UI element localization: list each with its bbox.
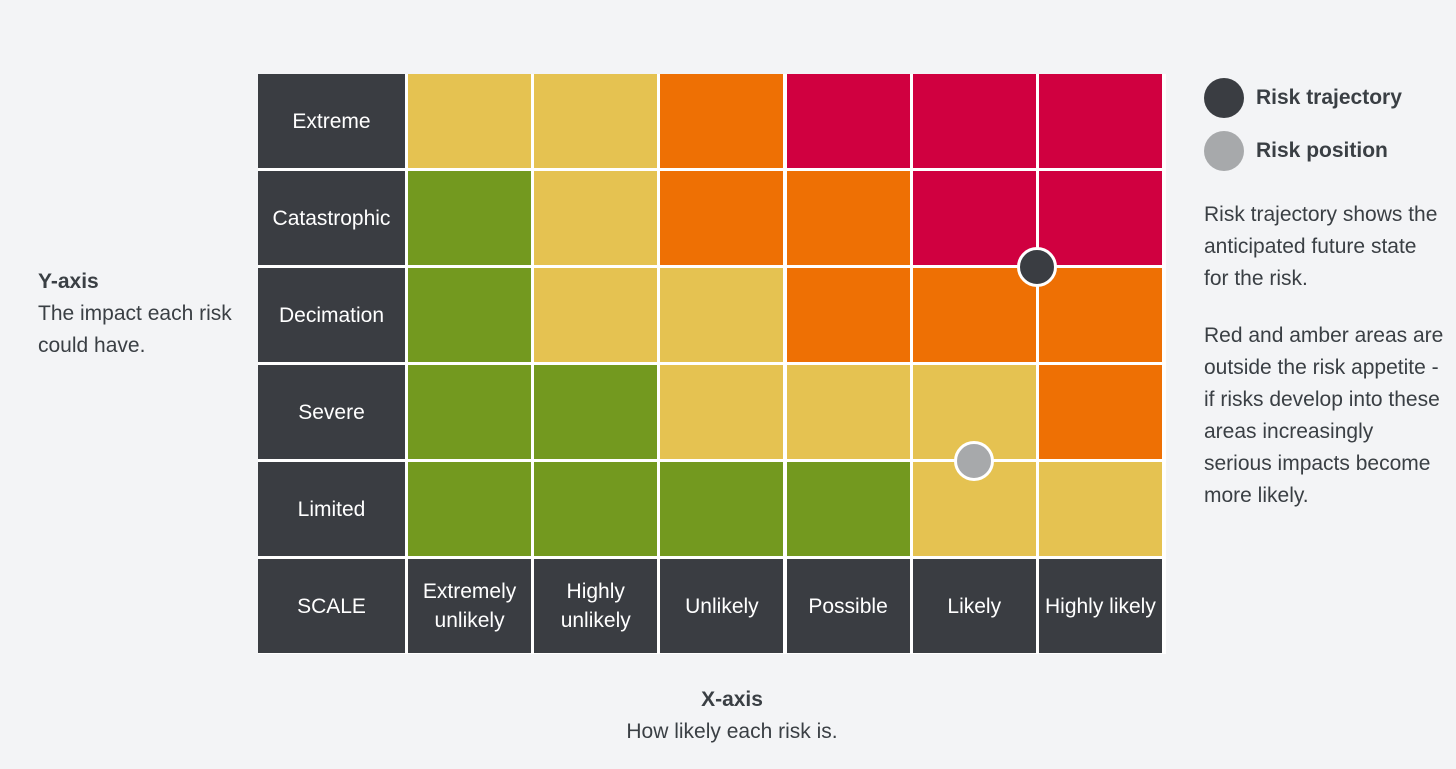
appetite-note: Red and amber areas are outside the risk…	[1204, 324, 1444, 507]
scale-label: SCALE	[258, 559, 405, 653]
risk-cell	[660, 171, 784, 265]
x-category-label: Unlikely	[660, 559, 784, 653]
risk-cell	[1038, 171, 1162, 265]
legend-label: Risk position	[1256, 139, 1388, 162]
risk-cell	[1038, 74, 1162, 168]
x-category-label: Likely	[912, 559, 1036, 653]
risk-cell	[786, 365, 910, 459]
risk-position-swatch	[1204, 131, 1244, 171]
risk-cell	[408, 365, 532, 459]
risk-cell	[660, 365, 784, 459]
risk-matrix: Extreme Catastrophic Decimation Severe Limit…	[258, 74, 1166, 654]
risk-trajectory-swatch	[1204, 78, 1244, 118]
trajectory-note: Risk trajectory shows the anticipated fu…	[1204, 203, 1438, 290]
risk-cell	[912, 171, 1036, 265]
legend: Risk trajectory Risk position	[1204, 78, 1444, 184]
risk-cell	[660, 74, 784, 168]
risk-cell	[408, 462, 532, 556]
risk-trajectory-marker	[1017, 246, 1058, 287]
legend-item-risk-position: Risk position	[1204, 131, 1444, 171]
y-category-label: Severe	[258, 365, 405, 459]
risk-cell	[912, 74, 1036, 168]
risk-cell	[408, 171, 532, 265]
x-category-label: Highly likely	[1038, 559, 1162, 653]
y-axis-description: The impact each risk could have.	[38, 302, 232, 357]
y-category-label: Limited	[258, 462, 405, 556]
x-category-label: Extremely unlikely	[408, 559, 532, 653]
y-axis-title: Y-axis	[38, 270, 99, 293]
risk-cell	[408, 74, 532, 168]
risk-cell	[534, 74, 658, 168]
risk-position-marker	[954, 440, 995, 481]
risk-cell	[660, 462, 784, 556]
risk-cell	[534, 365, 658, 459]
risk-cell	[1038, 365, 1162, 459]
risk-cell	[786, 171, 910, 265]
y-category-label: Decimation	[258, 268, 405, 362]
risk-cell	[786, 268, 910, 362]
y-axis-block: Y-axis The impact each risk could have.	[38, 266, 238, 362]
risk-cell	[408, 268, 532, 362]
x-axis-description: How likely each risk is.	[626, 720, 838, 743]
risk-cell	[534, 171, 658, 265]
y-category-label: Extreme	[258, 74, 405, 168]
risk-cell	[912, 268, 1036, 362]
risk-cell	[786, 74, 910, 168]
x-category-label: Possible	[786, 559, 910, 653]
risk-cell	[660, 268, 784, 362]
risk-cell	[534, 268, 658, 362]
x-category-label: Highly unlikely	[534, 559, 658, 653]
risk-cell	[1038, 462, 1162, 556]
x-axis-title: X-axis	[701, 688, 763, 711]
y-category-label: Catastrophic	[258, 171, 405, 265]
risk-cell	[1038, 268, 1162, 362]
risk-cell	[786, 462, 910, 556]
x-axis-block: X-axis How likely each risk is.	[560, 684, 904, 748]
legend-item-risk-trajectory: Risk trajectory	[1204, 78, 1444, 118]
risk-cell	[534, 462, 658, 556]
legend-label: Risk trajectory	[1256, 86, 1402, 109]
